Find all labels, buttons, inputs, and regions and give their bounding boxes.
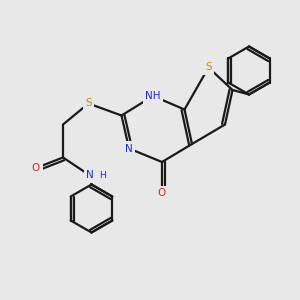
Text: N: N — [86, 170, 94, 181]
Text: O: O — [32, 163, 40, 173]
Text: S: S — [85, 98, 92, 109]
Text: H: H — [99, 171, 106, 180]
Text: O: O — [158, 188, 166, 199]
Text: S: S — [205, 62, 212, 73]
Text: N: N — [125, 143, 133, 154]
Text: NH: NH — [145, 91, 161, 101]
